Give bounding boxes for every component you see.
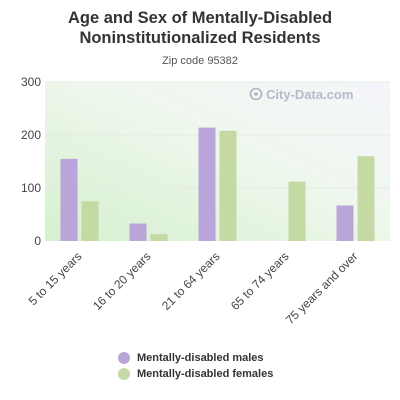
bar-males — [60, 158, 78, 241]
y-tick-label: 100 — [21, 181, 41, 195]
y-tick-label: 300 — [21, 75, 41, 89]
x-tick-label: 65 to 74 years — [228, 249, 292, 313]
legend-swatch-females — [118, 368, 130, 380]
watermark-text: City-Data.com — [266, 87, 353, 102]
bar-males — [336, 205, 354, 241]
legend: Mentally-disabled males Mentally-disable… — [118, 350, 273, 382]
bar-females — [150, 234, 168, 241]
bar-females — [288, 181, 306, 241]
legend-label-males: Mentally-disabled males — [137, 352, 264, 364]
bar-males — [198, 127, 216, 241]
bar-males — [129, 223, 147, 241]
x-axis: 5 to 15 years 16 to 20 years 21 to 64 year… — [26, 249, 361, 327]
bars — [60, 127, 375, 241]
x-tick-label: 5 to 15 years — [26, 249, 85, 308]
legend-label-females: Mentally-disabled females — [137, 368, 274, 380]
watermark: City-Data.com — [249, 87, 353, 102]
y-axis: 0 100 200 300 — [21, 75, 41, 248]
x-tick-label: 21 to 64 years — [159, 249, 223, 313]
watermark-icon — [249, 87, 263, 101]
grid-lines — [45, 81, 390, 189]
x-tick-label: 16 to 20 years — [90, 249, 154, 313]
plot-area — [45, 82, 390, 241]
bar-females — [219, 130, 237, 241]
chart-title: Age and Sex of Mentally-Disabled Noninst… — [67, 9, 333, 47]
chart-subtitle: Zip code 95382 — [162, 55, 238, 67]
y-tick-label: 200 — [21, 128, 41, 142]
x-tick-label: 75 years and over — [283, 249, 361, 327]
bar-females — [81, 201, 99, 241]
bar-females — [357, 156, 375, 241]
legend-item-males: Mentally-disabled males — [118, 350, 273, 366]
y-tick-label: 0 — [34, 234, 41, 248]
legend-swatch-males — [118, 352, 130, 364]
legend-item-females: Mentally-disabled females — [118, 366, 273, 382]
